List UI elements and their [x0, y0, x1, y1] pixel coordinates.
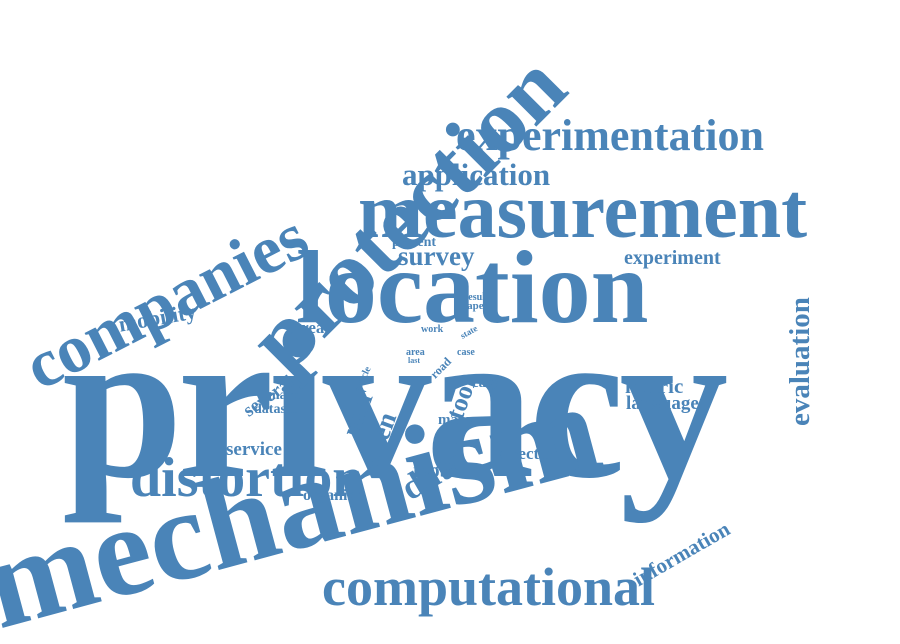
word-present: present	[392, 235, 437, 250]
word-many: many	[438, 412, 474, 428]
word-paper: paper	[461, 300, 489, 312]
word-metric: metric	[625, 374, 684, 398]
word-mobile: mobile	[413, 460, 471, 482]
word-distortion: distortion	[130, 447, 364, 509]
word-measurement: measurement	[358, 167, 808, 254]
word-case: case	[457, 347, 475, 358]
word-application: application	[402, 157, 551, 192]
word-easy: easy	[472, 375, 500, 391]
word-service: service	[226, 439, 282, 460]
word-organise: organise	[303, 487, 361, 504]
word-threat: threat	[286, 318, 331, 337]
word-computational: computational	[322, 557, 656, 617]
word-result: result	[464, 292, 489, 303]
word-direction: direction	[497, 444, 562, 463]
word-experimentation: experimentation	[456, 111, 764, 160]
word-make: make	[268, 388, 301, 403]
word-last: last	[408, 356, 420, 365]
word-work: work	[421, 324, 444, 335]
word-experiment: experiment	[624, 247, 721, 269]
word-survey: survey	[398, 241, 475, 271]
word-evaluation: evaluation	[784, 297, 816, 426]
word-area: area	[406, 347, 425, 358]
word-location: location	[296, 230, 649, 345]
word-dataset: dataset	[254, 402, 297, 417]
word-information: information	[629, 516, 734, 592]
word-privacy: privacy	[62, 283, 728, 524]
word-language: language	[626, 393, 699, 414]
